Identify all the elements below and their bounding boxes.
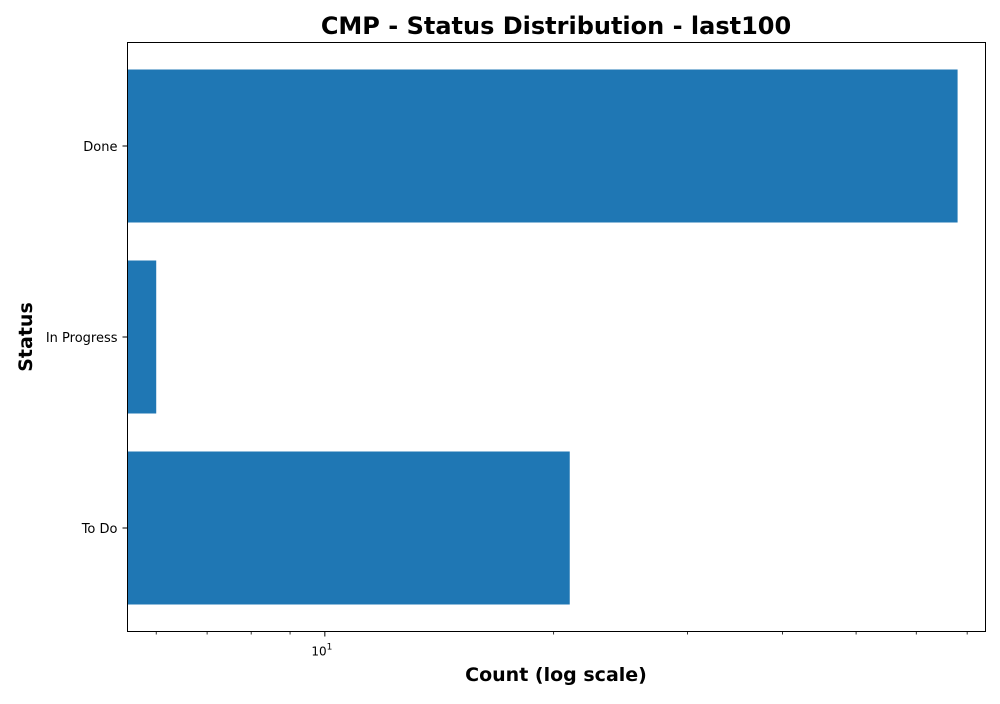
x-axis-ticks: 101 (155, 631, 968, 659)
chart-title: CMP - Status Distribution - last100 (321, 12, 791, 40)
bars-group (127, 69, 958, 605)
bar-done (127, 69, 958, 223)
y-axis-label: Status (15, 302, 37, 372)
y-axis-ticks: Done In Progress To Do (46, 140, 128, 537)
x-tick-label-10: 101 (311, 643, 332, 659)
bar-in-progress (127, 260, 157, 414)
y-tick-label-in-progress: In Progress (46, 331, 118, 346)
x-axis-label: Count (log scale) (465, 664, 647, 686)
plot-frame (127, 42, 986, 632)
y-tick-label-done: Done (83, 140, 117, 155)
y-tick-label-to-do: To Do (81, 522, 118, 537)
bar-to-do (127, 451, 570, 605)
